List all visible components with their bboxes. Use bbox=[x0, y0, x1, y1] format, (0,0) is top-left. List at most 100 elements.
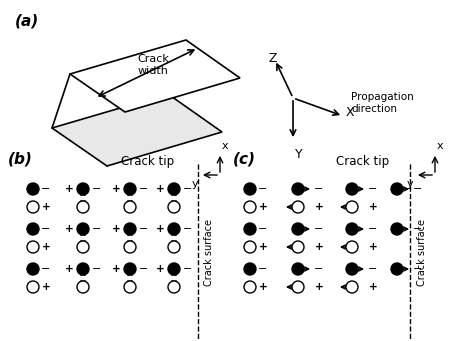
Text: x: x bbox=[222, 141, 228, 151]
Text: −: − bbox=[314, 184, 324, 194]
Text: −: − bbox=[41, 224, 51, 234]
Circle shape bbox=[124, 241, 136, 253]
Circle shape bbox=[244, 281, 256, 293]
Circle shape bbox=[391, 223, 403, 235]
Circle shape bbox=[27, 263, 39, 275]
Text: −: − bbox=[314, 224, 324, 234]
Text: +: + bbox=[315, 242, 323, 252]
Circle shape bbox=[77, 201, 89, 213]
Circle shape bbox=[168, 263, 180, 275]
Text: +: + bbox=[369, 202, 377, 212]
Text: −: − bbox=[258, 264, 268, 274]
Circle shape bbox=[77, 183, 89, 195]
Text: −: − bbox=[413, 224, 423, 234]
Text: y: y bbox=[191, 179, 198, 189]
Circle shape bbox=[77, 223, 89, 235]
Text: +: + bbox=[155, 184, 164, 194]
Text: −: − bbox=[314, 264, 324, 274]
Circle shape bbox=[391, 263, 403, 275]
Circle shape bbox=[124, 281, 136, 293]
Text: Crack tip: Crack tip bbox=[337, 155, 390, 168]
Text: −: − bbox=[139, 184, 149, 194]
Circle shape bbox=[77, 241, 89, 253]
Text: X: X bbox=[346, 105, 355, 119]
Circle shape bbox=[346, 183, 358, 195]
Text: (a): (a) bbox=[15, 14, 39, 29]
Circle shape bbox=[244, 183, 256, 195]
Text: Y: Y bbox=[295, 148, 302, 161]
Text: +: + bbox=[111, 264, 120, 274]
Circle shape bbox=[292, 183, 304, 195]
Circle shape bbox=[244, 263, 256, 275]
Circle shape bbox=[77, 281, 89, 293]
Text: y: y bbox=[406, 179, 413, 189]
Circle shape bbox=[346, 281, 358, 293]
Circle shape bbox=[27, 201, 39, 213]
Text: −: − bbox=[92, 184, 102, 194]
Text: (b): (b) bbox=[8, 152, 33, 167]
Circle shape bbox=[124, 263, 136, 275]
Circle shape bbox=[292, 263, 304, 275]
Circle shape bbox=[168, 183, 180, 195]
Text: −: − bbox=[183, 224, 193, 234]
Text: Crack surface: Crack surface bbox=[417, 220, 427, 286]
Text: +: + bbox=[155, 264, 164, 274]
Text: −: − bbox=[139, 224, 149, 234]
Circle shape bbox=[77, 263, 89, 275]
Text: (c): (c) bbox=[233, 152, 256, 167]
Circle shape bbox=[168, 281, 180, 293]
Text: −: − bbox=[41, 184, 51, 194]
Circle shape bbox=[292, 223, 304, 235]
Circle shape bbox=[292, 241, 304, 253]
Text: Propagation
direction: Propagation direction bbox=[351, 92, 414, 114]
Circle shape bbox=[244, 241, 256, 253]
Text: +: + bbox=[259, 202, 267, 212]
Circle shape bbox=[292, 201, 304, 213]
Circle shape bbox=[346, 263, 358, 275]
Text: −: − bbox=[368, 224, 378, 234]
Text: Crack tip: Crack tip bbox=[121, 155, 174, 168]
Circle shape bbox=[346, 223, 358, 235]
Text: −: − bbox=[139, 264, 149, 274]
Text: +: + bbox=[64, 184, 73, 194]
Text: −: − bbox=[183, 264, 193, 274]
Circle shape bbox=[27, 223, 39, 235]
Text: +: + bbox=[259, 242, 267, 252]
Text: +: + bbox=[315, 202, 323, 212]
Text: +: + bbox=[42, 282, 50, 292]
Text: −: − bbox=[92, 224, 102, 234]
Text: +: + bbox=[64, 264, 73, 274]
Text: +: + bbox=[369, 282, 377, 292]
Circle shape bbox=[27, 241, 39, 253]
Text: Z: Z bbox=[269, 52, 277, 65]
Polygon shape bbox=[52, 94, 222, 166]
Text: −: − bbox=[258, 184, 268, 194]
Text: −: − bbox=[92, 264, 102, 274]
Circle shape bbox=[391, 183, 403, 195]
Circle shape bbox=[168, 201, 180, 213]
Text: +: + bbox=[369, 242, 377, 252]
Circle shape bbox=[346, 241, 358, 253]
Circle shape bbox=[27, 183, 39, 195]
Text: +: + bbox=[155, 224, 164, 234]
Text: Crack surface: Crack surface bbox=[204, 220, 214, 286]
Text: +: + bbox=[315, 282, 323, 292]
Text: −: − bbox=[183, 184, 193, 194]
Circle shape bbox=[346, 201, 358, 213]
Circle shape bbox=[168, 241, 180, 253]
Circle shape bbox=[292, 281, 304, 293]
Text: +: + bbox=[64, 224, 73, 234]
Text: +: + bbox=[111, 224, 120, 234]
Circle shape bbox=[124, 201, 136, 213]
Circle shape bbox=[244, 223, 256, 235]
Circle shape bbox=[124, 223, 136, 235]
Text: Crack
width: Crack width bbox=[137, 54, 169, 76]
Text: −: − bbox=[368, 264, 378, 274]
Circle shape bbox=[168, 223, 180, 235]
Circle shape bbox=[244, 201, 256, 213]
Polygon shape bbox=[70, 40, 240, 112]
Circle shape bbox=[124, 183, 136, 195]
Text: −: − bbox=[258, 224, 268, 234]
Text: −: − bbox=[413, 184, 423, 194]
Text: x: x bbox=[437, 141, 444, 151]
